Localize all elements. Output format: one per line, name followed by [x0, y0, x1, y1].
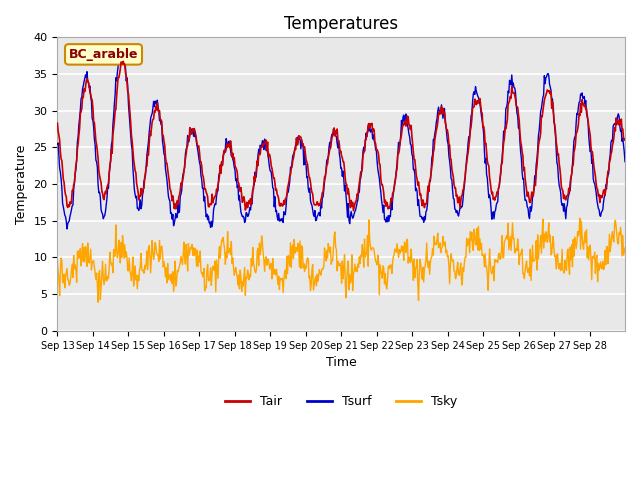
- X-axis label: Time: Time: [326, 356, 356, 369]
- Title: Temperatures: Temperatures: [284, 15, 398, 33]
- Y-axis label: Temperature: Temperature: [15, 144, 28, 224]
- Legend: Tair, Tsurf, Tsky: Tair, Tsurf, Tsky: [220, 390, 463, 413]
- Text: BC_arable: BC_arable: [68, 48, 138, 61]
